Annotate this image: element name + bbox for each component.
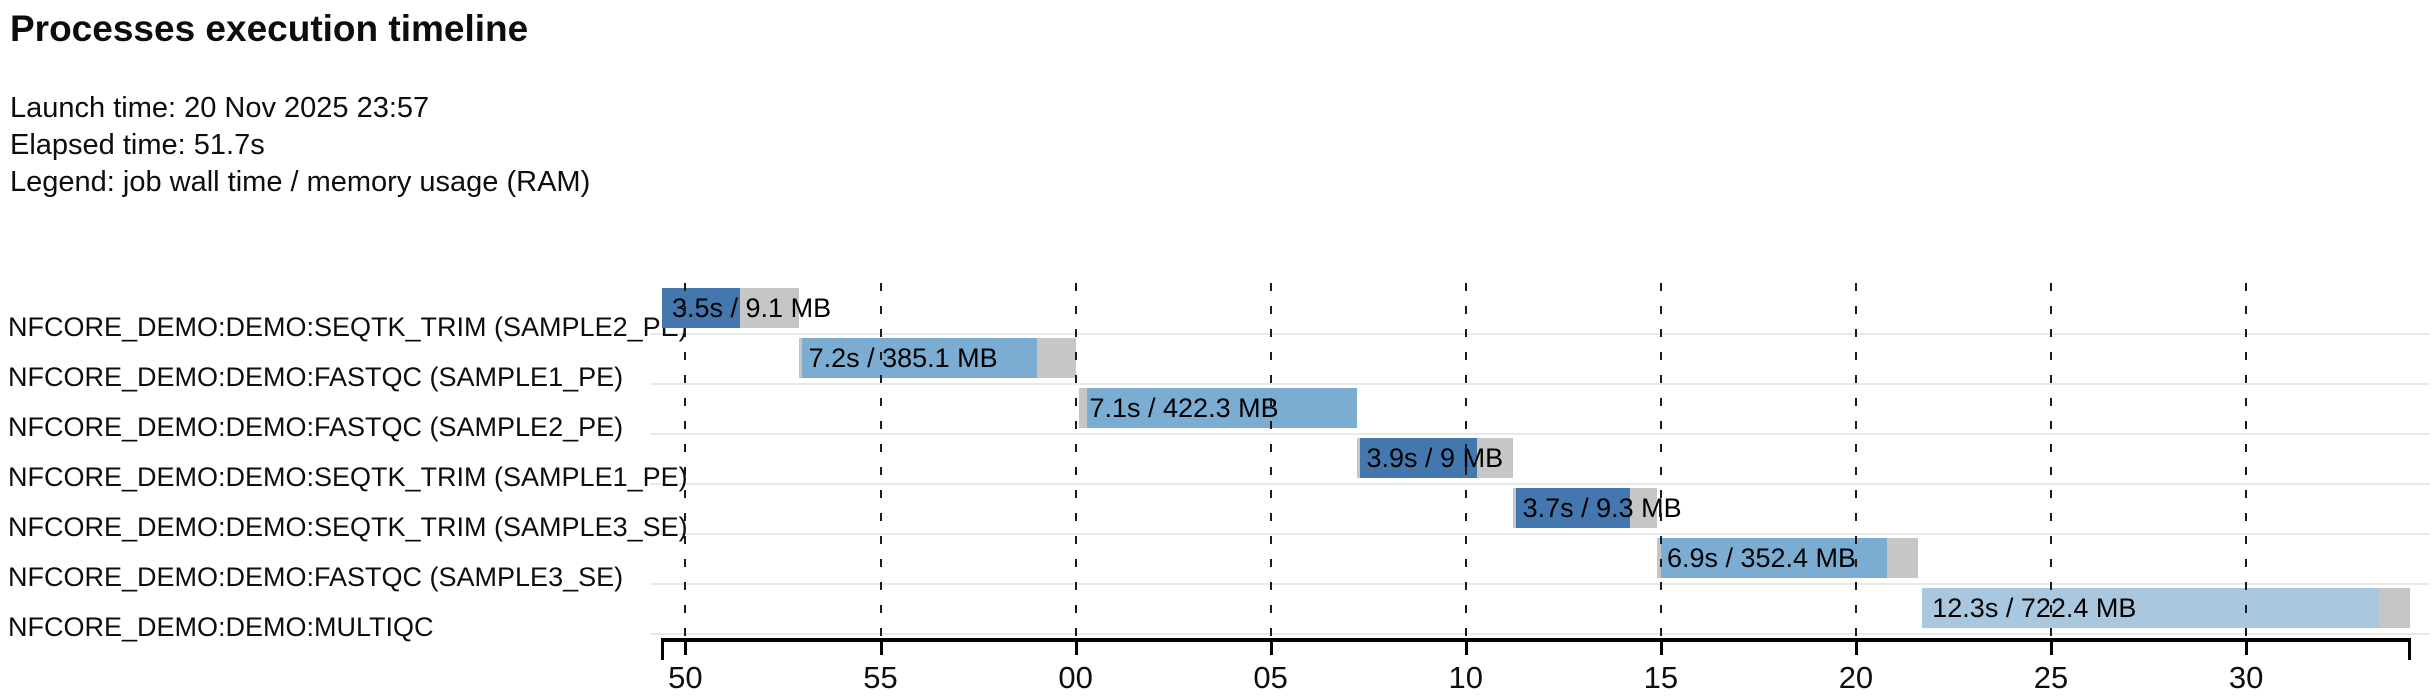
page-title: Processes execution timeline: [10, 8, 529, 49]
task-overhead-bar: [798, 338, 803, 378]
axis-tick: [1269, 638, 1273, 655]
task-bar-label: 6.9s / 352.4 MB: [1666, 543, 1857, 573]
grid-line: [1464, 283, 1467, 638]
axis-tick: [2245, 638, 2249, 655]
axis-tick-label: 10: [1448, 660, 1483, 695]
axis-tick-label: 05: [1253, 660, 1288, 695]
axis-left-cap: [661, 638, 664, 660]
axis-right-cap: [2408, 638, 2411, 660]
task-overhead-bar: [1512, 488, 1517, 528]
task-overhead-bar: [1477, 438, 1513, 478]
grid-line: [1854, 283, 1857, 638]
axis-tick-label: 25: [2033, 660, 2069, 695]
task-run-bar: [1516, 488, 1630, 528]
task-bar-label: 7.1s / 422.3 MB: [1089, 393, 1279, 423]
axis-tick: [1854, 638, 1858, 655]
elapsed-time-text: Elapsed time: 51.7s: [10, 129, 265, 161]
grid-line: [1269, 283, 1272, 638]
task-overhead-bar: [1036, 338, 1076, 378]
time-axis-line: [662, 638, 2410, 642]
axis-tick-label: 30: [2228, 660, 2264, 695]
task-bar-label: 3.5s / 9.1 MB: [672, 293, 832, 323]
task-bar-label: 3.9s / 9 MB: [1366, 443, 1504, 473]
row-separator: [650, 633, 2430, 635]
axis-tick-label: 20: [1838, 660, 1874, 695]
process-row-label: NFCORE_DEMO:DEMO:FASTQC (SAMPLE3_SE): [8, 562, 624, 592]
row-separator: [650, 383, 2430, 385]
axis-tick-label: 15: [1643, 660, 1679, 695]
task-overhead-bar: [1079, 388, 1088, 428]
task-bar-label: 3.7s / 9.3 MB: [1522, 493, 1682, 523]
row-separator: [650, 483, 2430, 485]
task-overhead-bar: [1887, 538, 1919, 578]
task-overhead-bar: [1656, 538, 1661, 578]
task-run-bar: [1087, 388, 1357, 428]
task-run-bar: [1360, 438, 1478, 478]
task-bar-label: 12.3s / 722.4 MB: [1932, 593, 2137, 623]
grid-line: [1659, 283, 1662, 638]
task-bar-label: 7.2s / 385.1 MB: [808, 343, 998, 373]
axis-tick: [1659, 638, 1663, 655]
axis-tick: [879, 638, 883, 655]
grid-line: [1074, 283, 1077, 638]
axis-tick: [2050, 638, 2054, 655]
task-run-bar: [1660, 538, 1888, 578]
axis-tick: [684, 638, 688, 655]
axis-tick-label: 55: [863, 660, 898, 695]
timeline-chart: NFCORE_DEMO:DEMO:SEQTK_TRIM (SAMPLE2_PE)…: [0, 270, 2432, 698]
row-separator: [650, 533, 2430, 535]
report-header: Processes execution timeline Launch time…: [10, 8, 1210, 201]
axis-tick: [1074, 638, 1078, 655]
process-row-label: NFCORE_DEMO:DEMO:MULTIQC: [8, 612, 434, 642]
row-separator: [650, 333, 2430, 335]
task-overhead-bar: [1629, 488, 1657, 528]
task-run-bar: [1922, 588, 2379, 628]
task-run-bar: [662, 288, 741, 328]
task-run-bar: [802, 338, 1037, 378]
legend-text: Legend: job wall time / memory usage (RA…: [10, 166, 591, 198]
grid-line: [879, 283, 882, 638]
axis-tick-label: 50: [668, 660, 703, 695]
process-row-label: NFCORE_DEMO:DEMO:FASTQC (SAMPLE2_PE): [8, 412, 624, 442]
row-separator: [650, 583, 2430, 585]
task-overhead-bar: [2378, 588, 2410, 628]
process-row-label: NFCORE_DEMO:DEMO:SEQTK_TRIM (SAMPLE2_PE): [8, 312, 688, 342]
row-separator: [650, 433, 2430, 435]
process-row-label: NFCORE_DEMO:DEMO:FASTQC (SAMPLE1_PE): [8, 362, 624, 392]
process-row-label: NFCORE_DEMO:DEMO:SEQTK_TRIM (SAMPLE1_PE): [8, 462, 688, 492]
grid-line: [2245, 283, 2248, 638]
task-overhead-bar: [1356, 438, 1361, 478]
axis-tick: [1464, 638, 1468, 655]
task-overhead-bar: [740, 288, 799, 328]
axis-tick-label: 00: [1058, 660, 1093, 695]
launch-time-text: Launch time: 20 Nov 2025 23:57: [10, 92, 430, 124]
process-row-label: NFCORE_DEMO:DEMO:SEQTK_TRIM (SAMPLE3_SE): [8, 512, 688, 542]
grid-line: [2050, 283, 2053, 638]
grid-line: [684, 283, 687, 638]
